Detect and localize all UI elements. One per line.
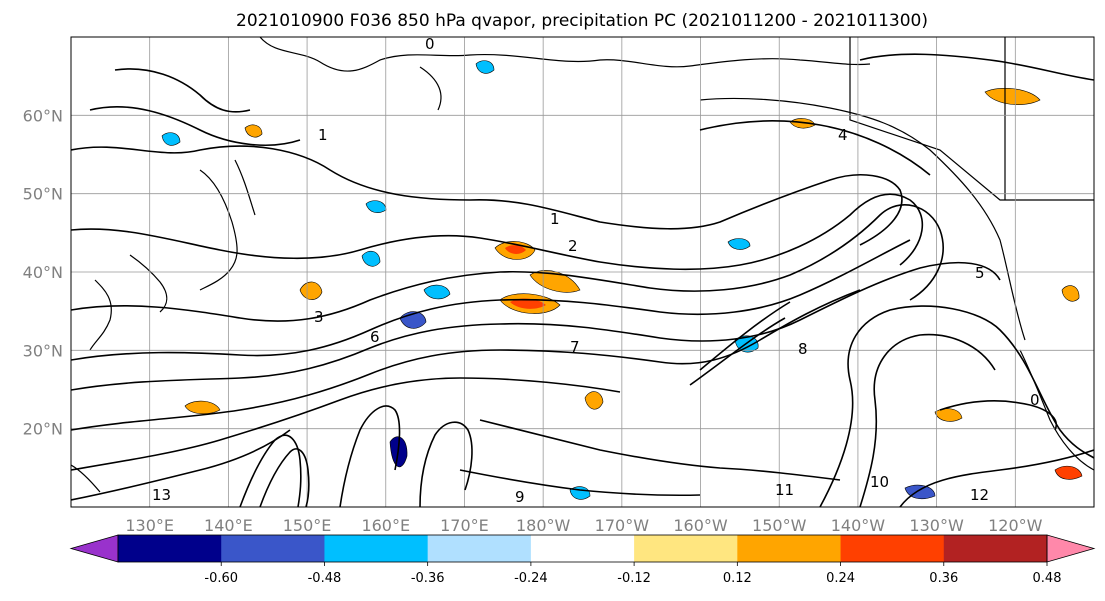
y-tick-label: 60°N bbox=[23, 106, 63, 125]
x-tick-label: 170°W bbox=[595, 516, 650, 535]
colorbar-extend-min bbox=[69, 534, 119, 563]
colorbar-tick-label: -0.24 bbox=[514, 571, 548, 586]
contour-label: 2 bbox=[568, 237, 578, 255]
colorbar-extend-max bbox=[1046, 534, 1096, 563]
map-frame bbox=[70, 36, 1095, 508]
negative-patch bbox=[361, 250, 381, 267]
contour-label: 1 bbox=[318, 126, 328, 144]
colorbar-segment bbox=[530, 535, 635, 562]
x-tick-label: 140°E bbox=[204, 516, 253, 535]
positive-patch-core bbox=[510, 298, 546, 309]
colorbar-outline bbox=[117, 534, 1048, 563]
positive-patch bbox=[1054, 465, 1083, 480]
contour-label: 5 bbox=[975, 264, 985, 282]
colorbar-tick-label: 0.24 bbox=[826, 571, 855, 586]
negative-patch bbox=[475, 60, 495, 74]
negative-patch bbox=[727, 238, 751, 250]
contour-label: 3 bbox=[314, 308, 324, 326]
colorbar-segment bbox=[634, 535, 738, 562]
positive-patch bbox=[584, 391, 604, 410]
y-axis-ticks: 20°N 30°N 40°N 50°N 60°N bbox=[23, 106, 63, 438]
colorbar-segment bbox=[943, 535, 1048, 562]
contour-label: 7 bbox=[570, 338, 580, 356]
colorbar-segment bbox=[427, 535, 532, 562]
colorbar: -0.60 -0.48 -0.36 -0.24 -0.12 0.12 0.24 0.36 0.4… bbox=[69, 534, 1096, 586]
gridlines bbox=[71, 37, 1094, 507]
positive-patch bbox=[244, 124, 263, 138]
x-tick-label: 130°W bbox=[909, 516, 964, 535]
x-axis-ticks: 130°E 140°E 150°E 160°E 170°E 180°W 170°W 160°W… bbox=[125, 516, 1042, 535]
x-tick-label: 150°E bbox=[283, 516, 332, 535]
contour-label: 11 bbox=[775, 481, 794, 499]
y-tick-label: 30°N bbox=[23, 341, 63, 360]
colorbar-tick-label: 0.12 bbox=[723, 571, 752, 586]
precip-anomaly-patches bbox=[161, 60, 1083, 500]
colorbar-tick-label: -0.12 bbox=[617, 571, 651, 586]
contour-label: 0 bbox=[1030, 391, 1040, 409]
positive-patch bbox=[984, 87, 1041, 105]
contour-label: 12 bbox=[970, 486, 989, 504]
positive-patch bbox=[1061, 285, 1080, 302]
x-tick-label: 120°W bbox=[988, 516, 1043, 535]
colorbar-segment bbox=[221, 535, 325, 562]
x-tick-label: 140°W bbox=[831, 516, 886, 535]
colorbar-tick-label: -0.48 bbox=[308, 571, 342, 586]
x-tick-label: 180°W bbox=[516, 516, 571, 535]
contour-label: 0 bbox=[425, 35, 435, 53]
colorbar-segment bbox=[840, 535, 945, 562]
positive-patch-core bbox=[505, 245, 526, 254]
contour-label: 6 bbox=[370, 328, 380, 346]
contour-label: 13 bbox=[152, 486, 171, 504]
positive-patch bbox=[184, 400, 221, 415]
colorbar-segment bbox=[737, 535, 842, 562]
colorbar-tick-label: 0.36 bbox=[929, 571, 958, 586]
contour-labels: 0 0 1 1 2 3 4 5 6 7 8 9 10 11 12 13 bbox=[152, 35, 1040, 506]
x-tick-label: 160°E bbox=[361, 516, 410, 535]
x-tick-label: 130°E bbox=[125, 516, 174, 535]
colorbar-segment bbox=[324, 535, 429, 562]
contour-label: 10 bbox=[870, 473, 889, 491]
x-tick-label: 150°W bbox=[752, 516, 807, 535]
x-tick-label: 160°W bbox=[673, 516, 728, 535]
contour-label: 9 bbox=[515, 488, 525, 506]
map-panel: 0 0 1 1 2 3 4 5 6 7 8 9 10 11 12 13 bbox=[71, 35, 1094, 507]
colorbar-tick-label: -0.60 bbox=[204, 571, 238, 586]
contour-label: 1 bbox=[550, 210, 560, 228]
chart-title: 2021010900 F036 850 hPa qvapor, precipit… bbox=[236, 11, 928, 31]
negative-patch bbox=[423, 284, 451, 300]
x-tick-label: 170°E bbox=[440, 516, 489, 535]
colorbar-tick-label: -0.36 bbox=[411, 571, 445, 586]
y-tick-label: 50°N bbox=[23, 185, 63, 204]
negative-patch bbox=[161, 132, 181, 146]
y-tick-label: 40°N bbox=[23, 263, 63, 282]
contour-label: 8 bbox=[798, 340, 808, 358]
y-tick-label: 20°N bbox=[23, 420, 63, 439]
qvapor-contours bbox=[71, 53, 1094, 507]
colorbar-segment bbox=[118, 535, 222, 562]
colorbar-tick-label: 0.48 bbox=[1033, 571, 1062, 586]
contour-label: 4 bbox=[838, 126, 848, 144]
